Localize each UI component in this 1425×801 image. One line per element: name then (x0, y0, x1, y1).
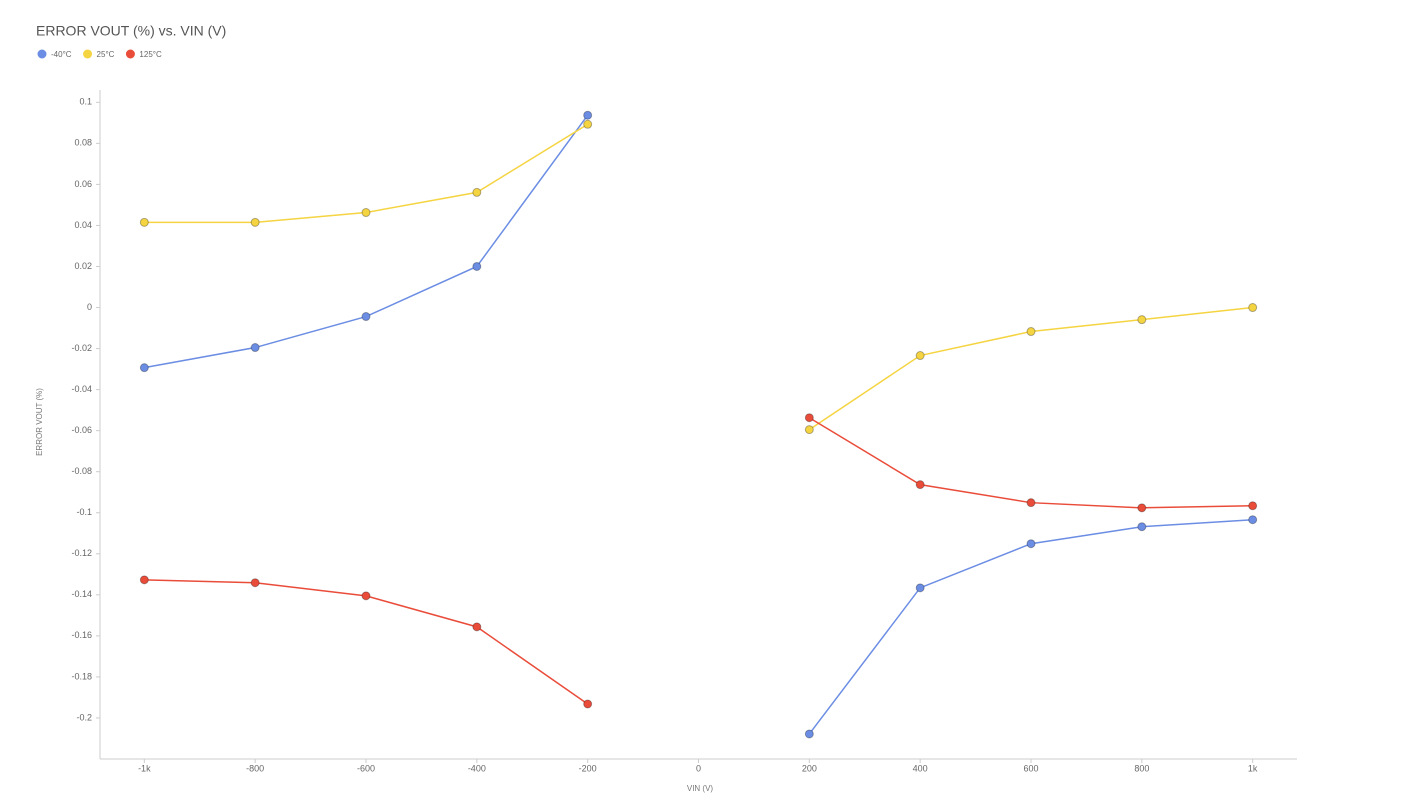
data-point (472, 261, 482, 271)
y-tick-label: -0.06 (71, 425, 92, 435)
x-tick-label: 0 (696, 763, 701, 773)
y-tick-label: -0.08 (71, 466, 92, 476)
data-point (361, 591, 371, 601)
x-tick-label: 800 (1134, 763, 1149, 773)
series-line (144, 114, 1253, 735)
legend-swatch (125, 49, 135, 59)
data-point (472, 622, 482, 632)
data-point (139, 217, 149, 227)
y-tick-label: -0.2 (76, 712, 92, 722)
x-tick-label: 1k (1248, 763, 1258, 773)
data-point (1026, 539, 1036, 549)
y-tick-label: -0.12 (71, 548, 92, 558)
data-point (583, 119, 593, 129)
data-point (250, 217, 260, 227)
data-point (361, 312, 371, 322)
data-point (583, 110, 593, 120)
data-point (583, 699, 593, 709)
y-tick-label: -0.14 (71, 589, 92, 599)
x-tick-label: -200 (579, 763, 597, 773)
x-tick-label: -600 (357, 763, 375, 773)
data-point (1137, 503, 1147, 513)
data-point (250, 343, 260, 353)
x-axis-label: VIN (V) (687, 784, 714, 793)
data-point (915, 480, 925, 490)
x-tick-label: 400 (913, 763, 928, 773)
series-line (144, 123, 1253, 431)
data-point (1137, 315, 1147, 325)
y-tick-label: -0.1 (76, 507, 92, 517)
data-point (139, 363, 149, 373)
y-tick-label: 0.08 (74, 138, 92, 148)
legend-label: -40°C (51, 50, 72, 59)
data-point (915, 351, 925, 361)
y-tick-label: 0.04 (74, 220, 92, 230)
y-tick-label: -0.02 (71, 343, 92, 353)
data-point (1248, 303, 1258, 313)
y-axis-label: ERROR VOUT (%) (35, 388, 44, 456)
x-tick-label: -1k (138, 763, 151, 773)
x-tick-label: 200 (802, 763, 817, 773)
y-tick-label: 0.06 (74, 179, 92, 189)
data-point (472, 187, 482, 197)
data-point (1026, 327, 1036, 337)
data-point (804, 425, 814, 435)
y-tick-label: 0 (87, 302, 92, 312)
data-point (1248, 501, 1258, 511)
y-tick-label: 0.02 (74, 261, 92, 271)
y-tick-label: -0.16 (71, 630, 92, 640)
data-point (1137, 522, 1147, 532)
data-point (361, 208, 371, 218)
data-point (804, 413, 814, 423)
data-point (250, 578, 260, 588)
series-line (144, 417, 1253, 705)
y-tick-label: -0.04 (71, 384, 92, 394)
data-point (804, 729, 814, 739)
x-tick-label: -800 (246, 763, 264, 773)
data-point (139, 575, 149, 585)
legend-swatch (37, 49, 47, 59)
data-point (1248, 515, 1258, 525)
x-tick-label: -400 (468, 763, 486, 773)
chart-title: ERROR VOUT (%) vs. VIN (V) (36, 23, 226, 39)
legend-label: 25°C (97, 50, 115, 59)
y-tick-label: 0.1 (79, 97, 92, 107)
y-tick-label: -0.18 (71, 671, 92, 681)
legend-label: 125°C (139, 50, 162, 59)
legend-swatch (83, 49, 93, 59)
data-point (915, 583, 925, 593)
x-tick-label: 600 (1023, 763, 1038, 773)
data-point (1026, 498, 1036, 508)
